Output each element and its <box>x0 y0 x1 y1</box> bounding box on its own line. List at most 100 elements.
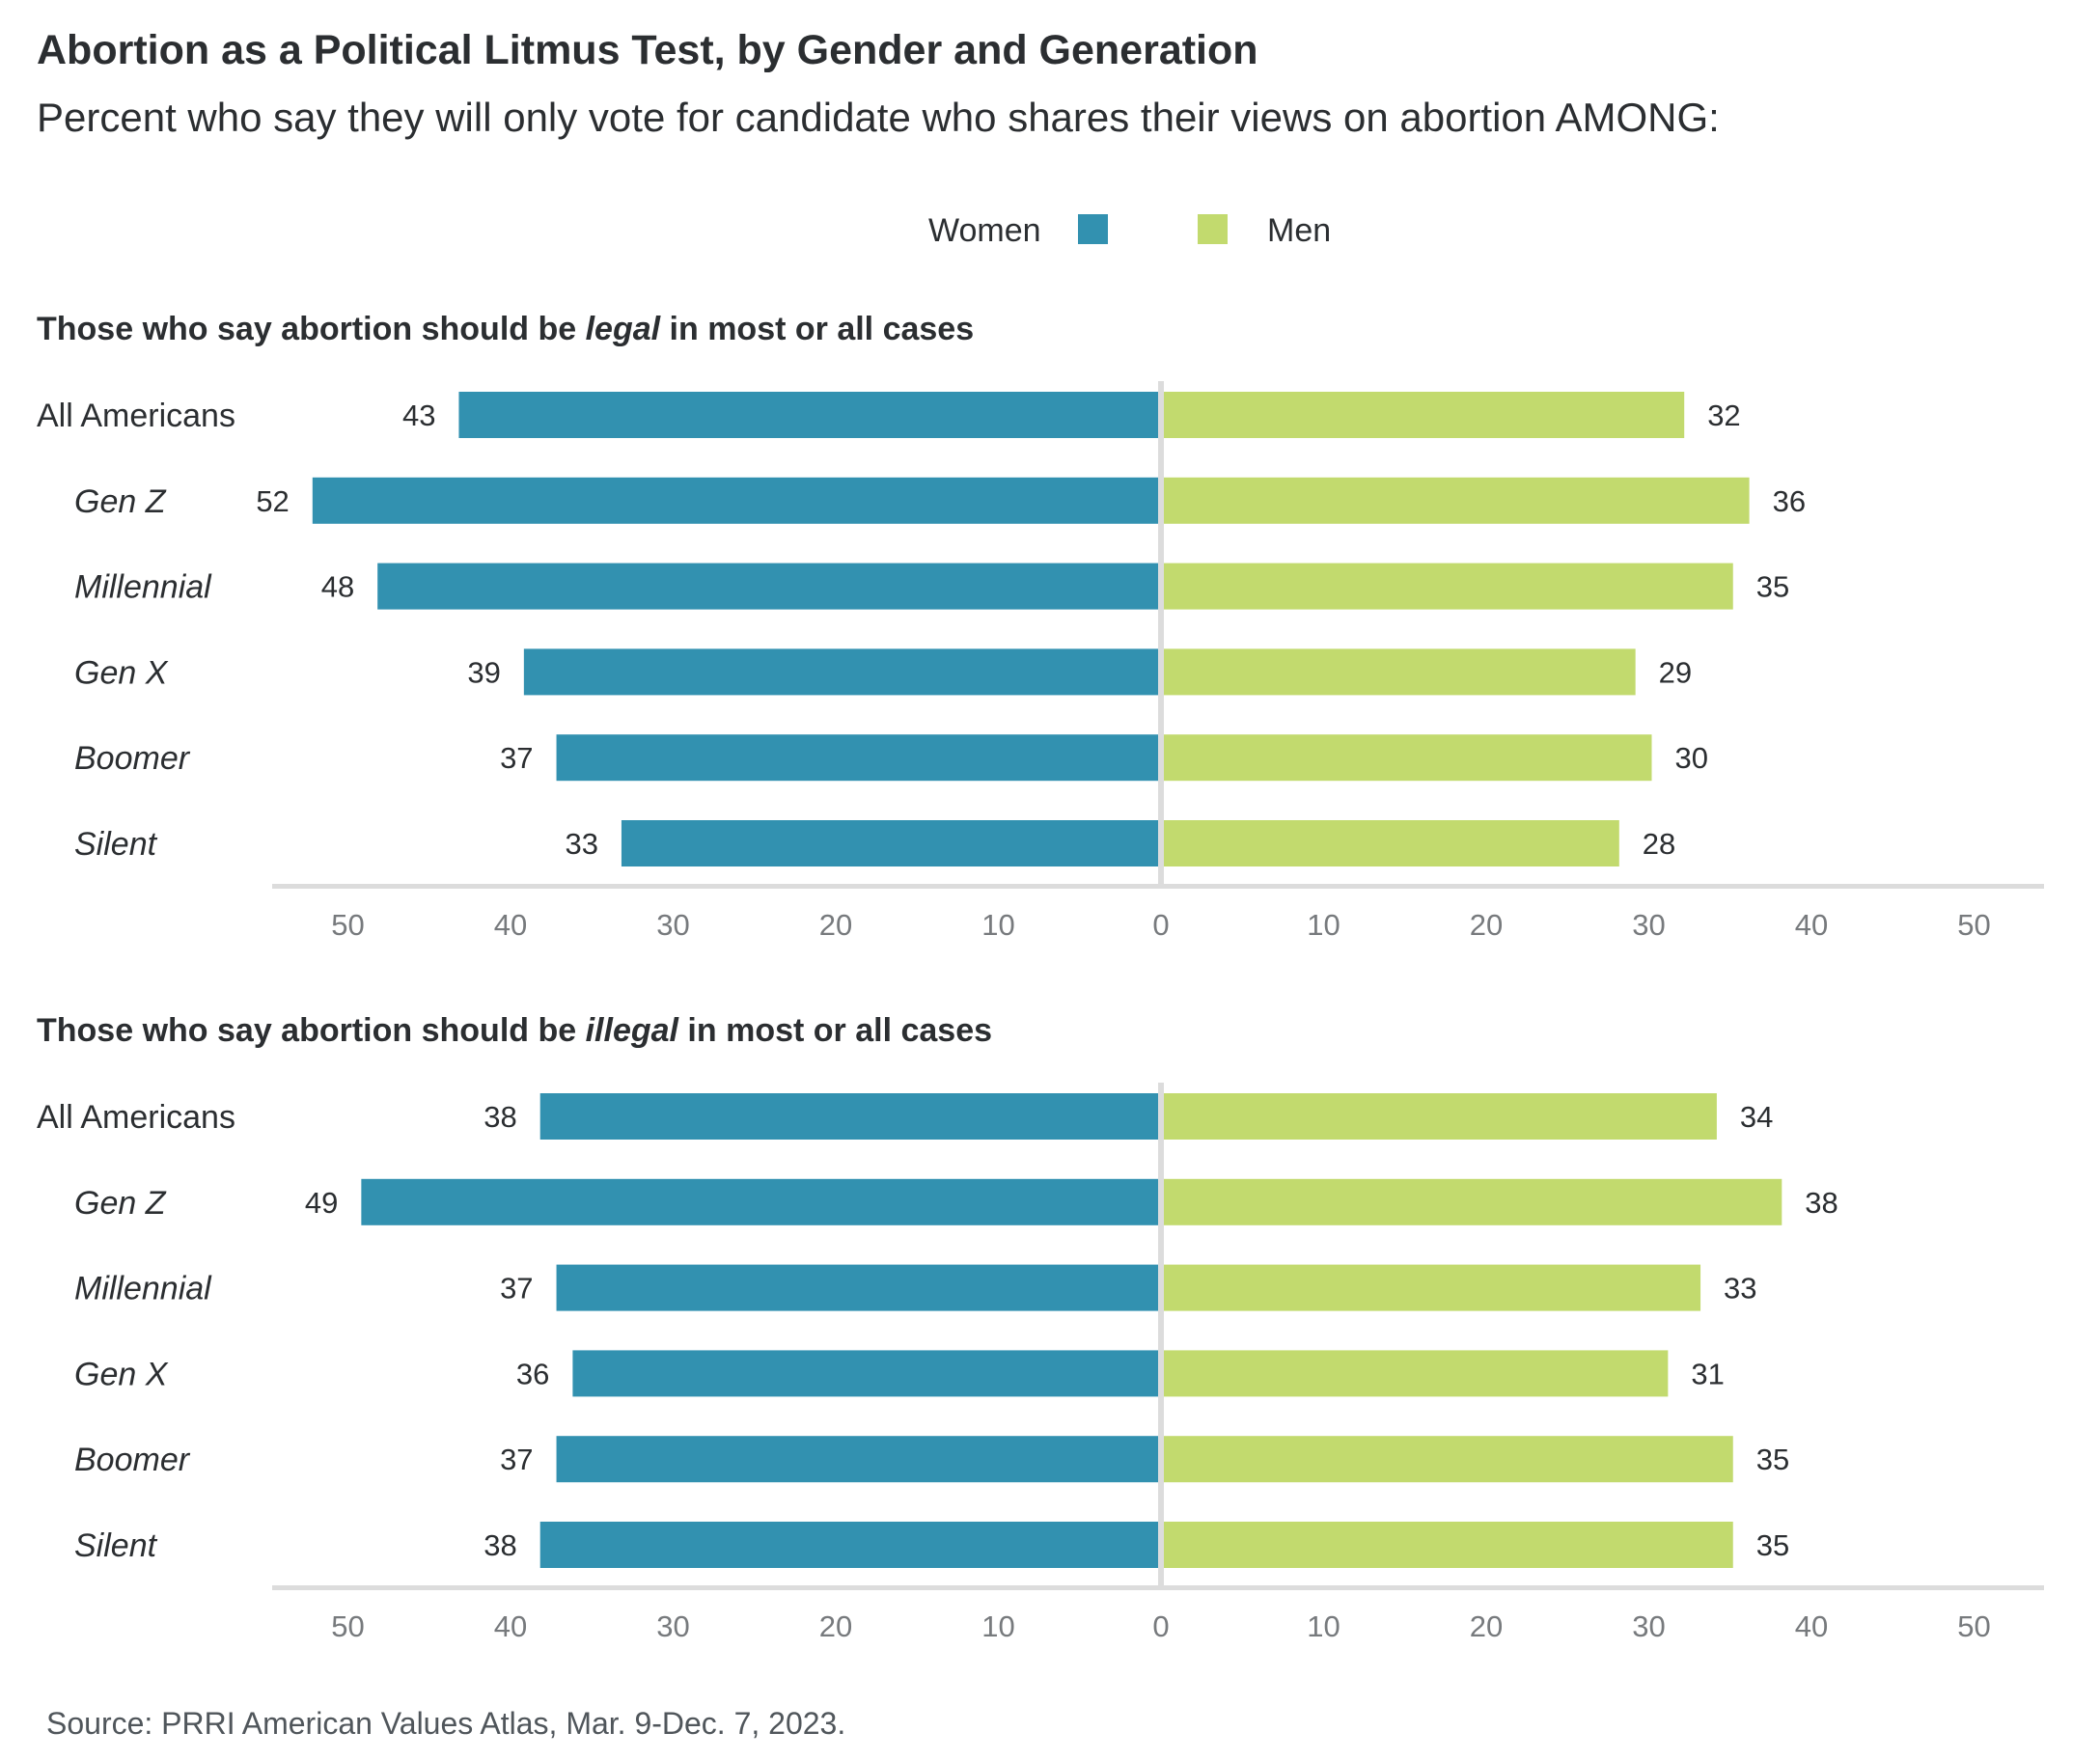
x-tick-label: 40 <box>1795 908 1828 942</box>
value-label-men: 32 <box>1707 399 1740 432</box>
legend-swatch-women <box>1078 214 1108 244</box>
bar-men <box>1164 1350 1669 1397</box>
x-tick-label: 40 <box>494 908 527 942</box>
category-label: Gen X <box>74 654 169 691</box>
bar-women <box>458 392 1158 438</box>
value-label-women: 33 <box>565 827 597 861</box>
category-label: Gen X <box>74 1356 169 1392</box>
value-label-women: 37 <box>500 1272 533 1306</box>
value-label-women: 43 <box>402 399 435 432</box>
value-label-men: 33 <box>1724 1272 1756 1306</box>
value-label-men: 34 <box>1740 1100 1773 1134</box>
chart-title: Abortion as a Political Litmus Test, by … <box>37 27 1258 73</box>
heading-prefix: Those who say abortion should be <box>37 311 586 347</box>
category-label: Silent <box>74 1527 158 1564</box>
value-label-men: 35 <box>1756 570 1789 604</box>
bar-women <box>572 1350 1158 1397</box>
bar-women <box>539 1522 1158 1568</box>
heading-suffix: in most or all cases <box>660 311 975 347</box>
bar-women <box>556 1264 1158 1311</box>
category-label: Millennial <box>74 569 212 606</box>
x-tick-label: 10 <box>1307 908 1340 942</box>
heading-prefix: Those who say abortion should be <box>37 1012 586 1049</box>
value-label-men: 31 <box>1691 1357 1724 1390</box>
legend-swatch-men <box>1198 214 1228 244</box>
value-label-women: 39 <box>467 655 500 689</box>
bar-women <box>621 820 1158 866</box>
bar-men <box>1164 392 1685 438</box>
category-label: Boomer <box>74 740 191 777</box>
legend: Women Men <box>0 210 2100 253</box>
heading-emphasis: legal <box>585 311 661 347</box>
bar-men <box>1164 1178 1782 1225</box>
x-tick-label: 30 <box>1632 1609 1665 1643</box>
value-label-men: 30 <box>1675 741 1708 775</box>
chart-legal: All Americans 43 32 Gen Z 52 36 Millennial 48 35… <box>37 381 2044 942</box>
x-tick-label: 0 <box>1152 1609 1169 1643</box>
x-tick-label: 20 <box>1470 908 1503 942</box>
value-label-women: 36 <box>516 1357 549 1390</box>
x-tick-label: 40 <box>1795 1609 1828 1643</box>
x-tick-label: 20 <box>1470 1609 1503 1643</box>
bar-men <box>1164 1436 1733 1483</box>
bar-women <box>523 648 1158 696</box>
zero-line <box>1158 1083 1164 1587</box>
bar-women <box>556 734 1158 782</box>
category-label: Gen Z <box>74 483 167 520</box>
value-label-men: 28 <box>1643 827 1675 861</box>
bar-men <box>1164 1093 1717 1140</box>
bar-men <box>1164 477 1750 524</box>
value-label-men: 35 <box>1756 1443 1789 1476</box>
x-tick-label: 50 <box>1957 1609 1990 1643</box>
bar-men <box>1164 734 1652 782</box>
legend-label-men: Men <box>1267 212 1332 249</box>
value-label-men: 29 <box>1659 655 1692 689</box>
value-label-men: 38 <box>1805 1186 1838 1220</box>
bar-men <box>1164 820 1619 866</box>
value-label-women: 37 <box>500 741 533 775</box>
zero-line <box>1158 381 1164 886</box>
heading-emphasis: illegal <box>585 1012 678 1049</box>
x-tick-label: 20 <box>819 908 852 942</box>
value-label-men: 35 <box>1756 1528 1789 1562</box>
value-label-women: 38 <box>484 1100 516 1134</box>
category-label: All Americans <box>37 1099 235 1136</box>
x-tick-label: 20 <box>819 1609 852 1643</box>
bar-women <box>361 1178 1159 1225</box>
heading-suffix: in most or all cases <box>677 1012 993 1049</box>
category-label: Millennial <box>74 1271 212 1307</box>
category-label: Silent <box>74 826 158 863</box>
category-label: Gen Z <box>74 1185 167 1222</box>
source-note: Source: PRRI American Values Atlas, Mar.… <box>46 1706 846 1741</box>
bar-men <box>1164 1522 1733 1568</box>
bar-women <box>312 477 1158 524</box>
value-label-women: 52 <box>256 484 289 518</box>
x-tick-label: 30 <box>656 1609 689 1643</box>
x-axis-line <box>272 884 2044 889</box>
bar-men <box>1164 1264 1701 1311</box>
x-tick-label: 0 <box>1152 908 1169 942</box>
value-label-men: 36 <box>1773 484 1806 518</box>
x-tick-label: 30 <box>1632 908 1665 942</box>
bar-women <box>377 563 1158 610</box>
x-axis-line <box>272 1585 2044 1590</box>
chart-illegal: All Americans 38 34 Gen Z 49 38 Millennial 37 33… <box>37 1083 2044 1643</box>
x-tick-label: 40 <box>494 1609 527 1643</box>
bar-women <box>556 1436 1158 1483</box>
x-tick-label: 30 <box>656 908 689 942</box>
x-tick-label: 10 <box>981 908 1014 942</box>
x-tick-label: 10 <box>1307 1609 1340 1643</box>
value-label-women: 48 <box>321 570 354 604</box>
category-label: Boomer <box>74 1442 191 1478</box>
x-tick-label: 50 <box>1957 908 1990 942</box>
x-tick-label: 10 <box>981 1609 1014 1643</box>
category-label: All Americans <box>37 398 235 434</box>
bar-women <box>539 1093 1158 1140</box>
value-label-women: 37 <box>500 1443 533 1476</box>
legend-label-women: Women <box>928 212 1041 249</box>
panel-heading-legal: Those who say abortion should be legal i… <box>37 311 974 348</box>
bar-men <box>1164 563 1733 610</box>
value-label-women: 38 <box>484 1528 516 1562</box>
bar-men <box>1164 648 1636 696</box>
panel-heading-illegal: Those who say abortion should be illegal… <box>37 1012 992 1050</box>
